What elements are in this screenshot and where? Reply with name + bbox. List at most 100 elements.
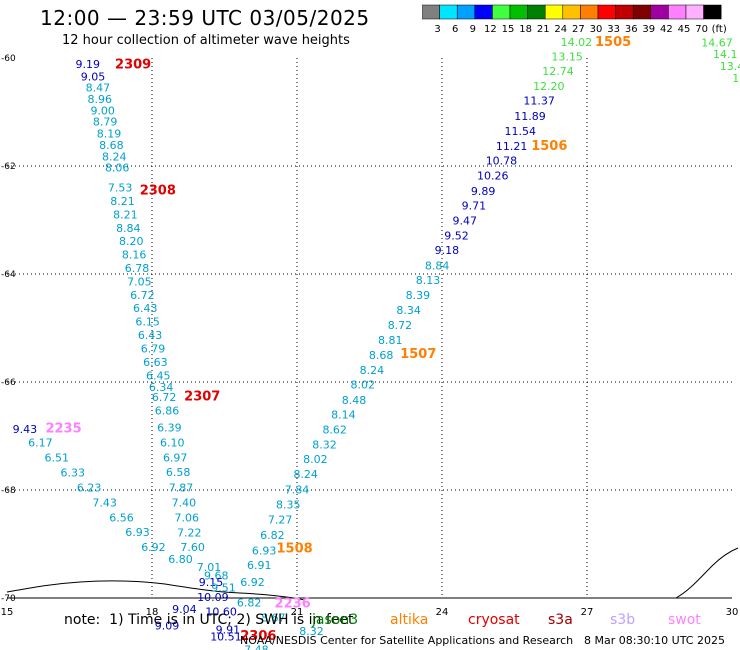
wave-height-label: 6.78 bbox=[125, 262, 150, 275]
satellite-legend-altika: altika bbox=[390, 612, 429, 628]
color-scale-label: 33 bbox=[607, 24, 620, 35]
wave-height-label: 6.82 bbox=[237, 596, 262, 609]
wave-height-label: 8.32 bbox=[312, 439, 337, 452]
wave-height-label: 8.24 bbox=[102, 150, 127, 163]
pass-id-label: 1508 bbox=[276, 541, 312, 556]
note-text: note: 1) Time is in UTC; 2) SWH is in fe… bbox=[64, 612, 354, 628]
satellite-legend-s3a: s3a bbox=[548, 612, 573, 628]
pass-id-label: 2308 bbox=[140, 183, 176, 198]
wave-height-label: 7.48 bbox=[244, 643, 269, 650]
x-tick-label: 27 bbox=[581, 607, 594, 618]
credit-text: NOAA/NESDIS Center for Satellite Applica… bbox=[240, 634, 574, 647]
pass-id-label: 1506 bbox=[531, 139, 567, 154]
wave-height-label: 9.51 bbox=[211, 582, 236, 595]
wave-height-label: 13.15 bbox=[551, 50, 583, 63]
color-scale-legend: 3 6 9 12 15 18 21 24 27 30 33 36 39 42 45 70 (ft) bbox=[422, 4, 727, 35]
wave-height-label: 8.13 bbox=[416, 274, 441, 287]
wave-height-label: 8.21 bbox=[113, 209, 138, 222]
wave-height-label: 10.26 bbox=[477, 170, 509, 183]
wave-height-label: 11.54 bbox=[505, 125, 537, 138]
wave-height-label: 9.04 bbox=[172, 603, 197, 616]
wave-height-label: 8.20 bbox=[119, 235, 144, 248]
wave-height-label: 8.84 bbox=[116, 222, 141, 235]
wave-height-label: 11.21 bbox=[496, 140, 528, 153]
wave-height-label: 8.79 bbox=[93, 116, 118, 129]
wave-height-label: 7.87 bbox=[169, 481, 194, 494]
wave-height-label: 6.56 bbox=[109, 512, 134, 525]
wave-height-label: 8.47 bbox=[86, 82, 111, 95]
x-tick-label: 18 bbox=[146, 607, 159, 618]
x-tick-label: 24 bbox=[436, 607, 449, 618]
pass-id-label: 2309 bbox=[115, 57, 151, 72]
wave-height-label: 6.80 bbox=[168, 553, 193, 566]
wave-height-label: 9.18 bbox=[435, 244, 460, 257]
wave-height-label: 8.21 bbox=[110, 195, 135, 208]
color-scale-label: 9 bbox=[470, 24, 476, 35]
y-tick-label: -70 bbox=[1, 594, 16, 604]
wave-height-label: 6.97 bbox=[163, 452, 188, 465]
coastline bbox=[675, 547, 739, 599]
wave-height-label: 7.27 bbox=[268, 514, 293, 527]
wave-height-label: 6.72 bbox=[152, 391, 177, 404]
wave-height-label: 9.00 bbox=[90, 104, 115, 117]
wave-height-label: 9.05 bbox=[81, 70, 106, 83]
wave-height-label: 9.71 bbox=[462, 199, 487, 212]
wave-height-label: 8.48 bbox=[342, 394, 367, 407]
wave-height-label: 6.10 bbox=[160, 436, 185, 449]
wave-height-label: 13 bbox=[732, 72, 740, 85]
wave-height-label: 6.33 bbox=[60, 467, 85, 480]
color-scale-label: 36 bbox=[625, 24, 638, 35]
x-tick-label: 15 bbox=[1, 607, 14, 618]
color-scale-label: 18 bbox=[519, 24, 532, 35]
wave-height-label: 8.67 bbox=[261, 611, 286, 624]
wave-height-label: 6.43 bbox=[133, 302, 158, 315]
wave-height-label: 8.14 bbox=[331, 408, 356, 421]
wave-height-label: 11.37 bbox=[523, 95, 555, 108]
wave-height-label: 14.67 bbox=[701, 36, 733, 49]
color-scale-label: 3 bbox=[434, 24, 440, 35]
wave-height-label: 10.51 bbox=[210, 630, 242, 643]
pass-id-label: 1505 bbox=[595, 35, 631, 50]
wave-height-label: 6.92 bbox=[141, 541, 166, 554]
color-scale-label: 42 bbox=[660, 24, 673, 35]
y-tick-label: -60 bbox=[1, 54, 16, 64]
satellite-legend-s3b: s3b bbox=[610, 612, 636, 628]
wave-height-label: 7.84 bbox=[285, 483, 310, 496]
pass-id-label: 2236 bbox=[275, 596, 311, 611]
wave-height-label: 8.02 bbox=[350, 379, 375, 392]
color-scale-label: 21 bbox=[537, 24, 550, 35]
wave-height-label: 9.19 bbox=[75, 58, 100, 71]
wave-height-label: 6.72 bbox=[130, 289, 155, 302]
color-scale-label: 30 bbox=[590, 24, 603, 35]
wave-height-label: 6.39 bbox=[157, 421, 182, 434]
color-scale-label: 70 bbox=[695, 24, 708, 35]
wave-height-label: 9.52 bbox=[444, 230, 469, 243]
wave-height-label: 6.15 bbox=[135, 316, 160, 329]
wave-height-label: 8.72 bbox=[388, 319, 413, 332]
color-scale-label: (ft) bbox=[712, 24, 727, 35]
y-tick-label: -64 bbox=[1, 270, 16, 280]
wave-height-label: 6.58 bbox=[166, 466, 191, 479]
wave-height-label: 7.53 bbox=[108, 182, 133, 195]
wave-height-label: 7.05 bbox=[127, 276, 152, 289]
wave-height-label: 9.09 bbox=[155, 620, 180, 633]
wave-height-label: 14.1 bbox=[713, 48, 738, 61]
wave-height-label: 10.60 bbox=[205, 606, 237, 619]
wave-height-label: 8.16 bbox=[122, 249, 147, 262]
wave-height-label: 8.06 bbox=[105, 162, 130, 175]
color-swatch-16 bbox=[703, 4, 722, 20]
wave-height-label: 7.06 bbox=[175, 512, 200, 525]
wave-height-label: 6.17 bbox=[28, 436, 53, 449]
color-scale-label: 39 bbox=[642, 24, 655, 35]
y-tick-label: -66 bbox=[1, 378, 16, 388]
wave-height-label: 6.45 bbox=[146, 370, 171, 383]
wave-height-label: 6.79 bbox=[141, 343, 166, 356]
wave-height-label: 8.62 bbox=[322, 424, 347, 437]
wave-height-label: 6.93 bbox=[125, 526, 150, 539]
wave-height-label: 12.74 bbox=[542, 65, 574, 78]
color-scale-label: 6 bbox=[452, 24, 458, 35]
wave-height-label: 8.39 bbox=[406, 289, 431, 302]
wave-height-label: 8.19 bbox=[97, 128, 122, 141]
wave-height-label: 8.68 bbox=[99, 139, 124, 152]
